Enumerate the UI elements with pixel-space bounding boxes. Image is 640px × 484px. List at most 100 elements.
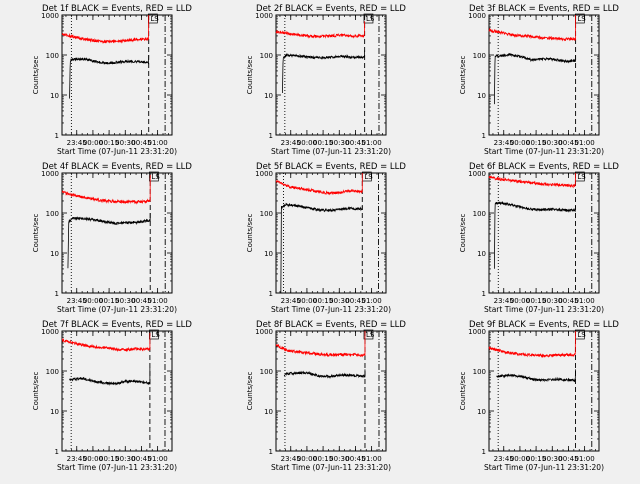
detector-plot: Det 8f BLACK = Events, RED = LLD 1 10 100 10… xyxy=(246,320,406,472)
detector-plot: Det 6f BLACK = Events, RED = LLD 1 10 100 10… xyxy=(459,162,619,314)
x-tick-label: 01:00 xyxy=(148,455,168,463)
y-tick-label: 1 xyxy=(482,132,486,140)
plot-frame xyxy=(61,330,173,452)
x-tick-label: 00:15 xyxy=(313,455,333,463)
y-tick-label: 1 xyxy=(482,290,486,298)
y-tick-label: 1 xyxy=(55,448,59,456)
y-axis-label: Counts/sec xyxy=(32,214,40,253)
y-tick-label: 1 xyxy=(269,132,273,140)
y-tick-label: 10 xyxy=(477,408,486,416)
x-tick-label: 00:15 xyxy=(99,297,119,305)
x-tick-label: 01:00 xyxy=(575,139,595,147)
x-tick-label: 00:45 xyxy=(345,297,365,305)
x-axis-label: Start Time (07-Jun-11 23:31:20) xyxy=(57,463,177,472)
y-axis-label: Counts/sec xyxy=(246,214,254,253)
plot-frame xyxy=(275,172,387,294)
ls-marker-box xyxy=(149,171,159,182)
x-axis-label: Start Time (07-Jun-11 23:31:20) xyxy=(271,305,391,314)
x-tick-label: 23:45 xyxy=(67,455,87,463)
ls-marker-label: LS xyxy=(366,331,375,339)
ls-marker-label: LS xyxy=(577,331,586,339)
y-axis-label: Counts/sec xyxy=(459,214,467,253)
y-tick-label: 1 xyxy=(55,290,59,298)
lld-series-line xyxy=(275,173,363,196)
x-tick-label: 00:30 xyxy=(115,139,135,147)
plot-title: Det 7f BLACK = Events, RED = LLD xyxy=(42,320,192,330)
y-tick-label: 10 xyxy=(264,408,273,416)
x-tick-label: 23:45 xyxy=(281,297,301,305)
y-tick-label: 1000 xyxy=(468,328,486,336)
detector-plot: Det 4f BLACK = Events, RED = LLD 1 10 100 10… xyxy=(32,162,192,314)
x-tick-label: 01:00 xyxy=(148,297,168,305)
x-tick-label: 23:45 xyxy=(494,139,514,147)
x-tick-label: 00:15 xyxy=(526,297,546,305)
x-tick-label: 01:00 xyxy=(362,139,382,147)
y-tick-label: 10 xyxy=(50,250,59,258)
detector-plot: Det 1f BLACK = Events, RED = LLD 1 10 100 10… xyxy=(32,4,192,156)
plot-frame xyxy=(275,14,387,136)
x-axis-label: Start Time (07-Jun-11 23:31:20) xyxy=(57,305,177,314)
y-tick-label: 100 xyxy=(46,52,59,60)
x-tick-label: 00:45 xyxy=(558,455,578,463)
plot-title: Det 3f BLACK = Events, RED = LLD xyxy=(469,4,619,14)
x-tick-label: 00:00 xyxy=(297,297,317,305)
detector-plot: Det 7f BLACK = Events, RED = LLD 1 10 100 10… xyxy=(32,320,192,472)
detector-plot: Det 5f BLACK = Events, RED = LLD 1 10 100 10… xyxy=(246,162,406,314)
x-tick-label: 00:00 xyxy=(83,139,103,147)
ls-marker-label: LS xyxy=(577,173,586,181)
ls-marker-box xyxy=(149,329,159,340)
x-axis-label: Start Time (07-Jun-11 23:31:20) xyxy=(271,147,391,156)
events-series-line xyxy=(282,50,366,94)
x-tick-label: 23:45 xyxy=(67,139,87,147)
x-tick-label: 23:45 xyxy=(281,139,301,147)
x-axis-label: Start Time (07-Jun-11 23:31:20) xyxy=(484,463,604,472)
x-tick-label: 00:30 xyxy=(115,297,135,305)
x-tick-label: 00:45 xyxy=(558,139,578,147)
x-tick-label: 00:00 xyxy=(510,455,530,463)
y-tick-label: 100 xyxy=(46,368,59,376)
lld-series-line xyxy=(275,331,366,358)
x-tick-label: 00:45 xyxy=(131,455,151,463)
x-tick-label: 00:30 xyxy=(542,139,562,147)
x-tick-label: 00:00 xyxy=(297,139,317,147)
y-tick-label: 100 xyxy=(473,368,486,376)
x-tick-label: 00:30 xyxy=(329,139,349,147)
lld-series-line xyxy=(488,330,576,358)
x-tick-label: 00:15 xyxy=(99,455,119,463)
x-tick-label: 00:00 xyxy=(510,139,530,147)
plot-title: Det 8f BLACK = Events, RED = LLD xyxy=(256,320,406,330)
y-tick-label: 1000 xyxy=(255,12,273,20)
x-tick-label: 00:45 xyxy=(131,297,151,305)
x-tick-label: 01:00 xyxy=(148,139,168,147)
x-tick-label: 00:15 xyxy=(526,455,546,463)
lld-series-line xyxy=(488,14,576,42)
plot-title: Det 9f BLACK = Events, RED = LLD xyxy=(469,320,619,330)
plot-frame xyxy=(488,172,600,294)
y-tick-label: 1000 xyxy=(468,170,486,178)
x-tick-label: 00:00 xyxy=(83,455,103,463)
plot-frame xyxy=(61,172,173,294)
y-tick-label: 10 xyxy=(50,408,59,416)
y-tick-label: 100 xyxy=(473,210,486,218)
detector-plot: Det 3f BLACK = Events, RED = LLD 1 10 100 10… xyxy=(459,4,619,156)
x-tick-label: 00:30 xyxy=(329,297,349,305)
x-tick-label: 01:00 xyxy=(362,297,382,305)
x-tick-label: 00:30 xyxy=(329,455,349,463)
ls-marker-label: LS xyxy=(577,15,586,23)
y-tick-label: 100 xyxy=(260,52,273,60)
x-tick-label: 23:45 xyxy=(494,455,514,463)
plot-frame xyxy=(275,330,387,452)
y-tick-label: 10 xyxy=(50,92,59,100)
x-axis-label: Start Time (07-Jun-11 23:31:20) xyxy=(484,305,604,314)
x-tick-label: 00:00 xyxy=(510,297,530,305)
x-tick-label: 00:15 xyxy=(99,139,119,147)
events-series-line xyxy=(69,367,151,386)
x-tick-label: 00:00 xyxy=(83,297,103,305)
ls-marker-label: LS xyxy=(151,173,160,181)
plot-frame xyxy=(488,330,600,452)
plot-title: Det 2f BLACK = Events, RED = LLD xyxy=(256,4,406,14)
plot-frame xyxy=(61,14,173,136)
ls-marker-label: LS xyxy=(364,173,373,181)
y-tick-label: 10 xyxy=(477,250,486,258)
